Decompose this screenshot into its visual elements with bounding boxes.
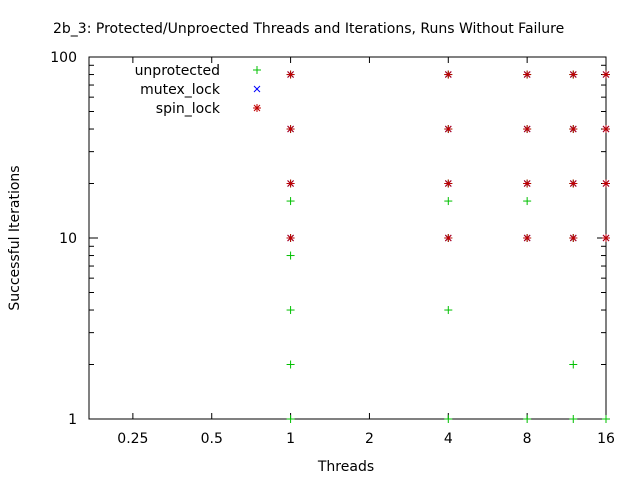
chart-title: 2b_3: Protected/Unproected Threads and I…	[53, 21, 564, 37]
data-point	[286, 306, 295, 315]
data-point	[523, 415, 532, 423]
data-point	[569, 70, 578, 79]
y-axis-label: Successful Iterations	[7, 165, 23, 310]
y-tick-label: 1	[68, 412, 77, 428]
data-point	[286, 360, 295, 369]
x-tick-label: 2	[365, 431, 374, 447]
data-point	[286, 197, 295, 206]
data-point	[523, 197, 532, 206]
legend-marker	[253, 85, 261, 93]
y-tick-label: 100	[50, 50, 77, 66]
data-point	[602, 125, 610, 134]
data-point	[569, 125, 578, 134]
data-point	[523, 234, 532, 242]
data-point	[569, 415, 578, 423]
data-point	[286, 234, 295, 242]
x-tick-label: 0.25	[117, 431, 148, 447]
data-point	[602, 70, 610, 79]
x-tick-label: 0.5	[201, 431, 223, 447]
legend-label: spin_lock	[156, 101, 221, 117]
legend-label: unprotected	[135, 63, 220, 79]
data-point	[444, 306, 453, 315]
legend: unprotected mutex_lock spin_lock	[135, 63, 261, 117]
data-point	[286, 415, 295, 423]
x-tick-label: 1	[286, 431, 295, 447]
data-point	[602, 234, 610, 242]
data-point	[444, 70, 453, 79]
data-point	[286, 251, 295, 260]
data-point	[444, 415, 453, 423]
data-point	[444, 125, 453, 134]
data-point	[286, 125, 295, 134]
data-point	[523, 179, 532, 188]
x-tick-label: 16	[597, 431, 615, 447]
x-axis-ticks: 0.25 0.5 1 2 4 8 16	[117, 57, 615, 447]
y-tick-label: 10	[59, 231, 77, 247]
data-point	[569, 360, 578, 369]
data-point	[569, 179, 578, 188]
x-tick-label: 8	[523, 431, 532, 447]
legend-marker	[253, 66, 261, 74]
data-point	[444, 234, 453, 242]
data-point	[523, 70, 532, 79]
x-tick-label: 4	[444, 431, 453, 447]
data-point	[286, 70, 295, 79]
data-point	[286, 179, 295, 188]
legend-marker	[253, 104, 261, 112]
data-point	[444, 179, 453, 188]
data-point	[602, 415, 610, 423]
y-axis-ticks: 1 10 100	[50, 50, 606, 428]
data-point	[569, 234, 578, 242]
x-axis-label: Threads	[317, 459, 374, 475]
data-point	[523, 125, 532, 134]
data-point	[444, 197, 453, 206]
data-point	[602, 179, 610, 188]
legend-label: mutex_lock	[140, 82, 221, 98]
data-points	[286, 70, 610, 423]
series-spin-lock	[286, 70, 610, 242]
